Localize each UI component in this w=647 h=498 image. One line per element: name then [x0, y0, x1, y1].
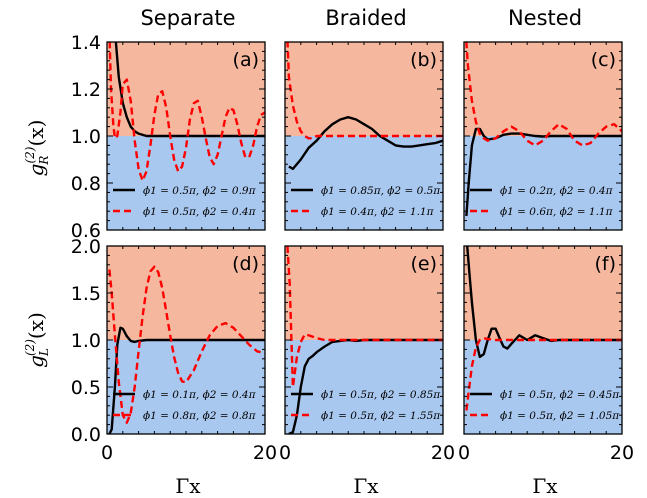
panel-label: (f): [594, 253, 616, 275]
region-above-one: [285, 246, 443, 340]
panel-c: ϕ1 = 0.2π, ϕ2 = 0.4π ϕ1 = 0.6π, ϕ2 = 1.1π…: [463, 41, 623, 231]
column-title-braided: Braided: [325, 6, 406, 30]
series-group: [465, 246, 622, 411]
region-below-one: [107, 340, 265, 434]
y-axis-label-bottom: gL(2)(x): [23, 312, 51, 368]
series-group: [465, 42, 622, 216]
legend-label: ϕ1 = 0.8π, ϕ2 = 0.8π: [143, 410, 257, 422]
legend-label: ϕ1 = 0.5π, ϕ2 = 1.05π: [500, 410, 620, 422]
x-tick-label: 20: [610, 442, 634, 464]
y-label-top-sup: (2): [23, 146, 37, 163]
y-tick-label: 1.5: [71, 283, 101, 305]
column-title-separate: Separate: [140, 6, 235, 30]
svg-text:gL(2)(x): gL(2)(x): [23, 312, 51, 368]
y-label-top-sub: R: [37, 156, 51, 166]
panel-label: (c): [591, 49, 616, 71]
region-above-one: [464, 246, 622, 340]
legend-label: ϕ1 = 0.85π, ϕ2 = 0.5π: [321, 185, 441, 197]
panel-b: ϕ1 = 0.85π, ϕ2 = 0.5π ϕ1 = 0.4π, ϕ2 = 1.1…: [284, 41, 444, 231]
series-line-dashed: [108, 265, 265, 424]
y-tick-label: 1.4: [71, 32, 101, 54]
y-tick-label: 1.0: [71, 126, 101, 148]
x-tick-label: 0: [101, 442, 113, 464]
x-axis-label-nested: Γx: [532, 474, 558, 498]
column-title-nested: Nested: [508, 6, 582, 30]
x-tick-label: 20: [431, 442, 455, 464]
region-below-one: [464, 340, 622, 434]
x-axis-label-braided: Γx: [353, 474, 379, 498]
legend-label: ϕ1 = 0.4π, ϕ2 = 1.1π: [321, 206, 435, 218]
y-tick-label: 0.6: [71, 220, 101, 242]
panel-e: ϕ1 = 0.5π, ϕ2 = 0.85π ϕ1 = 0.5π, ϕ2 = 1.5…: [279, 245, 455, 464]
y-label-bottom-sub: L: [37, 348, 51, 357]
legend-label: ϕ1 = 0.6π, ϕ2 = 1.1π: [500, 206, 614, 218]
panel-label: (e): [410, 253, 437, 275]
series-group: [108, 265, 265, 434]
region-above-one: [107, 246, 265, 340]
legend-label: ϕ1 = 0.1π, ϕ2 = 0.4π: [143, 389, 257, 401]
region-below-one: [285, 136, 443, 230]
panel-a: ϕ1 = 0.5π, ϕ2 = 0.9π ϕ1 = 0.5π, ϕ2 = 0.4π…: [71, 32, 266, 242]
region-above-one: [285, 42, 443, 136]
region-above-one: [464, 42, 622, 136]
panel-label: (b): [410, 49, 437, 71]
y-axis-label-top: gR(2)(x): [23, 120, 51, 177]
series-line-dashed: [108, 42, 265, 182]
panel-d: ϕ1 = 0.1π, ϕ2 = 0.4π ϕ1 = 0.8π, ϕ2 = 0.8π…: [71, 236, 277, 464]
x-tick-label: 0: [458, 442, 470, 464]
series-group: [108, 42, 265, 182]
svg-text:gR(2)(x): gR(2)(x): [23, 120, 51, 177]
x-tick-label: 0: [279, 442, 291, 464]
legend-label: ϕ1 = 0.2π, ϕ2 = 0.4π: [500, 185, 614, 197]
series-line-dashed: [465, 42, 622, 147]
series-line-dashed: [286, 246, 443, 389]
series-line-solid: [288, 115, 443, 171]
panel-label: (a): [233, 49, 259, 71]
y-tick-label: 0.8: [71, 173, 101, 195]
legend-label: ϕ1 = 0.5π, ϕ2 = 0.45π: [500, 389, 620, 401]
x-axis-label-separate: Γx: [175, 474, 201, 498]
panel-f: ϕ1 = 0.5π, ϕ2 = 0.45π ϕ1 = 0.5π, ϕ2 = 1.0…: [458, 245, 634, 464]
panel-label: (d): [232, 253, 259, 275]
series-line-dashed: [286, 42, 443, 140]
legend-label: ϕ1 = 0.5π, ϕ2 = 0.4π: [143, 206, 257, 218]
series-line-solid: [108, 326, 265, 434]
legend-label: ϕ1 = 0.5π, ϕ2 = 0.9π: [143, 185, 257, 197]
region-below-one: [464, 136, 622, 230]
legend-label: ϕ1 = 0.5π, ϕ2 = 1.55π: [321, 410, 441, 422]
y-tick-label: 2.0: [71, 236, 101, 258]
legend-label: ϕ1 = 0.5π, ϕ2 = 0.85π: [321, 389, 441, 401]
y-label-bottom-sup: (2): [23, 339, 37, 356]
x-tick-label: 20: [253, 442, 277, 464]
series-group: [286, 42, 443, 171]
series-group: [286, 246, 443, 434]
y-tick-label: 0.5: [71, 377, 101, 399]
series-line-dashed: [465, 336, 622, 411]
y-tick-label: 1.2: [71, 79, 101, 101]
y-tick-label: 0.0: [71, 424, 101, 446]
series-line-solid: [288, 338, 443, 434]
y-tick-label: 1.0: [71, 330, 101, 352]
